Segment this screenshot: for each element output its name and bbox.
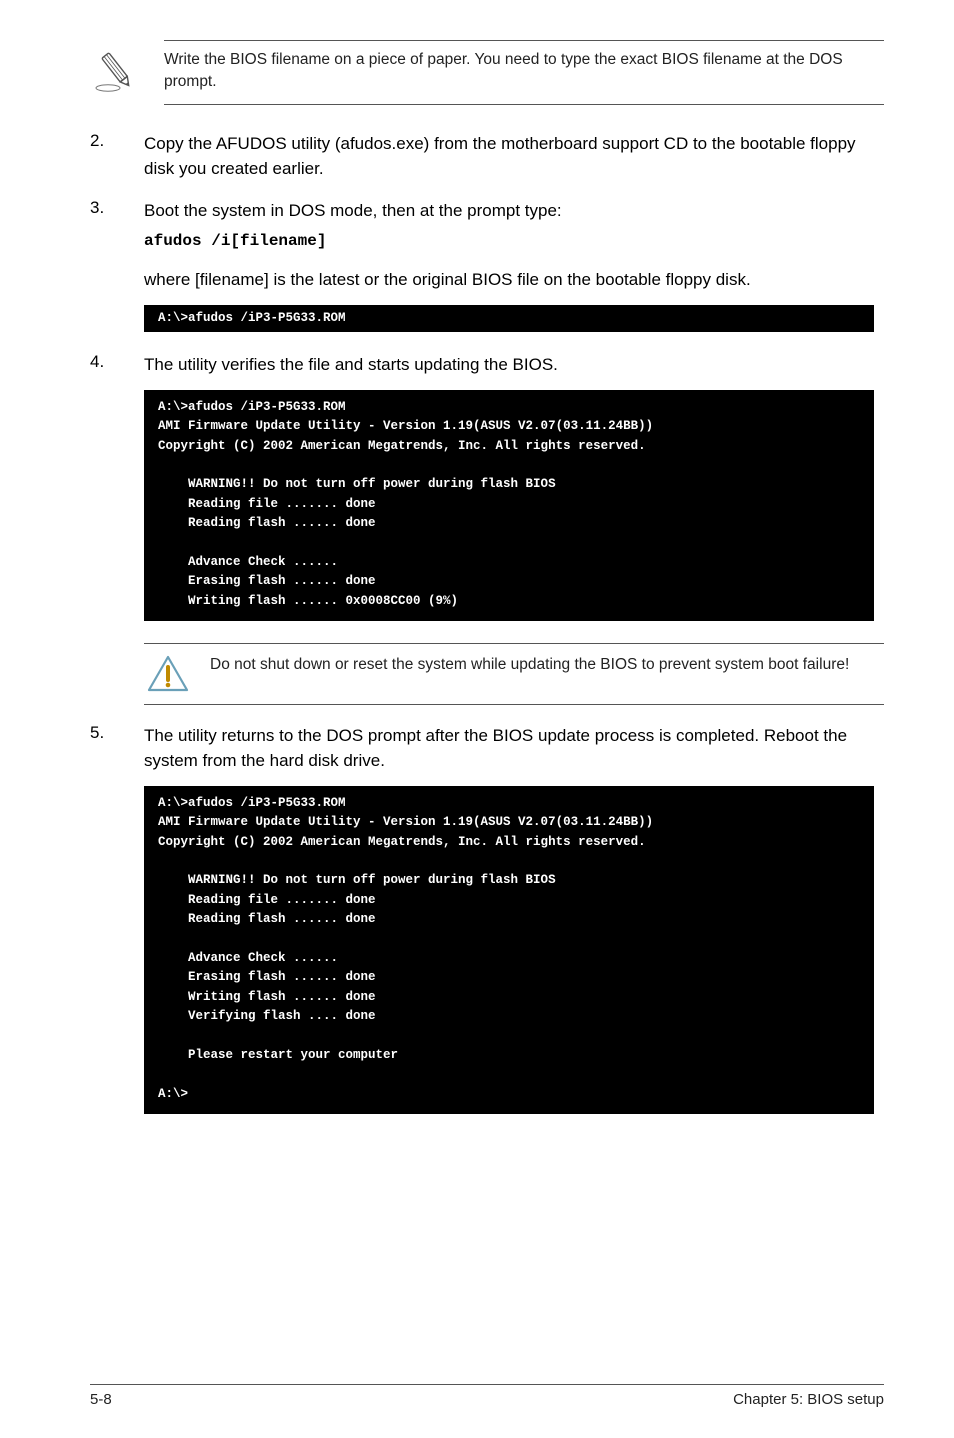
step-number: 5. xyxy=(90,723,120,774)
step-number: 2. xyxy=(90,131,120,182)
note-text-1: Write the BIOS filename on a piece of pa… xyxy=(164,49,884,94)
step-text: Copy the AFUDOS utility (afudos.exe) fro… xyxy=(144,131,884,182)
filename-explanation: where [filename] is the latest or the or… xyxy=(144,267,884,293)
step-2: 2. Copy the AFUDOS utility (afudos.exe) … xyxy=(90,131,884,182)
step-number: 4. xyxy=(90,352,120,378)
step-5: 5. The utility returns to the DOS prompt… xyxy=(90,723,884,774)
terminal-output-2: A:\>afudos /iP3-P5G33.ROM AMI Firmware U… xyxy=(144,390,874,621)
step-4: 4. The utility verifies the file and sta… xyxy=(90,352,884,378)
step-text: The utility returns to the DOS prompt af… xyxy=(144,723,884,774)
terminal-output-3: A:\>afudos /iP3-P5G33.ROM AMI Firmware U… xyxy=(144,786,874,1114)
step-3: 3. Boot the system in DOS mode, then at … xyxy=(90,198,884,254)
warning-icon xyxy=(144,654,192,694)
afudos-command: afudos /i[filename] xyxy=(144,229,884,253)
step-text: The utility verifies the file and starts… xyxy=(144,352,884,378)
warning-text: Do not shut down or reset the system whi… xyxy=(210,654,884,676)
step-text-line: Boot the system in DOS mode, then at the… xyxy=(144,201,562,220)
step-number: 3. xyxy=(90,198,120,254)
pencil-icon xyxy=(90,49,146,93)
warning-block: Do not shut down or reset the system whi… xyxy=(144,643,884,705)
chapter-title: Chapter 5: BIOS setup xyxy=(733,1391,884,1408)
terminal-output-1: A:\>afudos /iP3-P5G33.ROM xyxy=(144,305,874,332)
note-block-1: Write the BIOS filename on a piece of pa… xyxy=(90,41,884,104)
page-footer: 5-8 Chapter 5: BIOS setup xyxy=(90,1384,884,1408)
page-number: 5-8 xyxy=(90,1391,112,1408)
step-text: Boot the system in DOS mode, then at the… xyxy=(144,198,884,254)
